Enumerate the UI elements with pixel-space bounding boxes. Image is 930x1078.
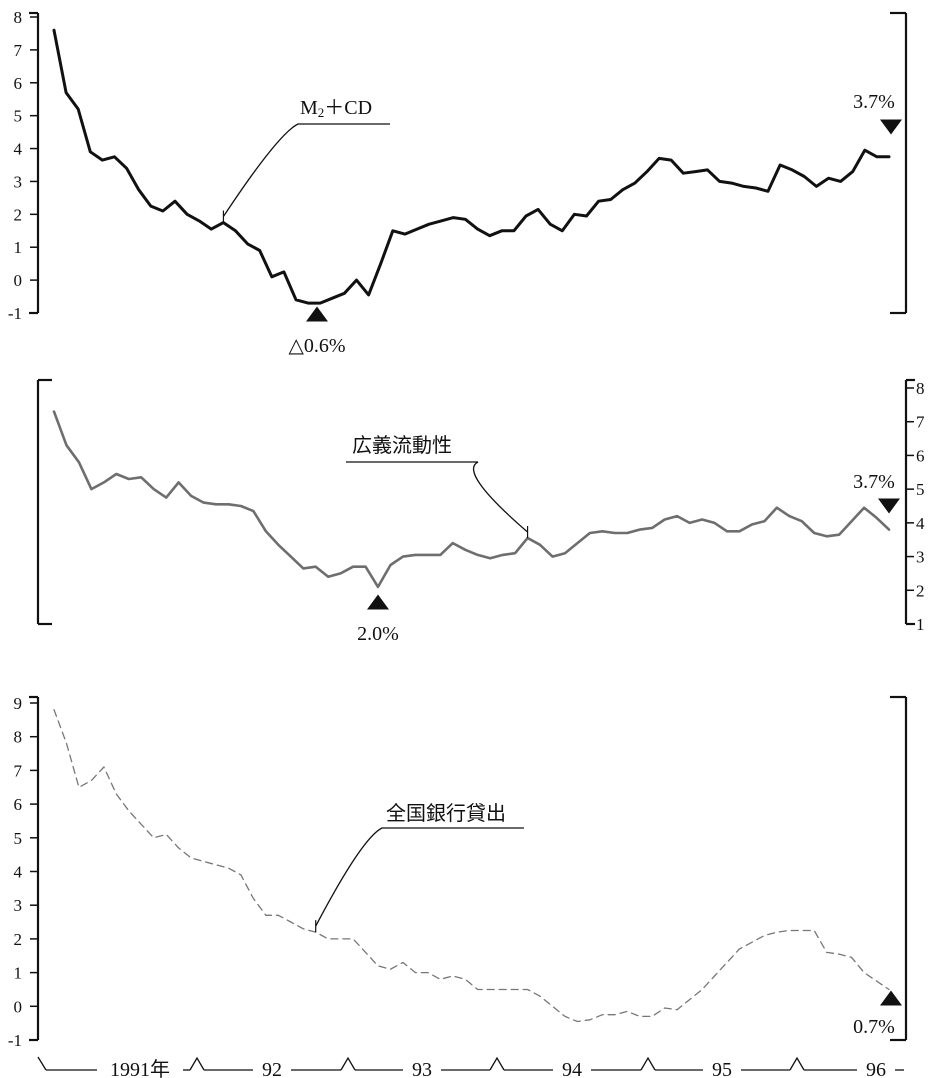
min-label-liquidity: 2.0% [357,623,399,645]
y-tick-label: 8 [14,728,23,747]
y-tick-label: 7 [14,41,23,60]
y-tick-label: 8 [916,379,925,398]
panel-liquidity-frame [36,378,915,626]
y-tick-label: 4 [916,514,925,533]
series-label-liquidity: 広義流動性 [352,434,452,457]
x-tick-label: 96 [866,1059,886,1078]
series-line [52,28,891,305]
y-tick-label: 1 [14,964,23,983]
y-tick-label: 3 [916,548,925,567]
y-tick-label: 7 [14,761,23,780]
tick-labels: -1 0 1 2 3 4 5 6 7 8 1 2 3 4 5 6 7 8 -1 0 1 2 3 4 5 6 7 8 9 [8,8,925,1050]
x-year-separator [489,1056,505,1071]
end-marker-loans [880,990,902,1006]
y-tick-label: 4 [14,863,23,882]
loans-leader [315,827,524,927]
y-tick-label: 2 [916,581,925,600]
end-marker-m2 [880,119,902,135]
y-tick-label: 5 [14,829,23,848]
y-tick-label: 1 [14,238,23,257]
y-tick-label: 3 [14,896,23,915]
end-label-loans: 0.7% [853,1016,895,1038]
x-year-separator [789,1056,805,1071]
panel-loans-frame [29,695,908,1042]
y-tick-label: 0 [14,271,23,290]
panel-m2-frame [29,11,908,315]
y-tick-label: 5 [916,480,925,499]
markers [306,119,902,1006]
end-label-liquidity: 3.7% [853,471,895,493]
y-tick-label: 8 [14,8,23,27]
y-tick-label: 9 [14,694,23,713]
min-marker-liquidity [367,594,389,610]
x-tick-label: 1991年 [110,1058,170,1078]
series-label-loans: 全国銀行貸出 [386,802,506,825]
x-axis: 1991年 92 93 94 95 96 [37,1056,904,1078]
x-year-separator [640,1056,656,1071]
y-tick-label: 2 [14,205,23,224]
x-tick-label: 94 [562,1059,582,1078]
x-axis-start [37,1056,47,1071]
end-marker-liquidity [878,498,900,514]
y-tick-label: 6 [916,446,925,465]
y-tick-label: 7 [916,413,925,432]
series-line [52,410,891,589]
liquidity-leader [346,461,529,533]
y-tick-label: 6 [14,795,23,814]
y-tick-label: 1 [916,615,925,634]
x-tick-label: 92 [262,1059,282,1078]
x-tick-label: 93 [412,1059,432,1078]
y-tick-label: 6 [14,74,23,93]
min-marker-m2 [306,306,328,322]
series-label-m2: M2＋CD [300,97,372,120]
annotations: M2＋CD △0.6% 3.7% 広義流動性 2.0% 3.7% 全国銀行貸出 0.7% [222,91,895,1038]
y-tick-label: 4 [14,140,23,159]
x-year-separator [340,1056,356,1071]
x-year-separator [189,1056,205,1071]
series-lines [52,28,891,1023]
y-tick-label: 3 [14,172,23,191]
y-tick-label: 2 [14,930,23,949]
y-tick-label: -1 [8,304,22,323]
series-line [53,709,890,1023]
m2-leader [222,123,390,217]
x-tick-label: 95 [712,1059,732,1078]
y-tick-label: 0 [14,997,23,1016]
y-tick-label: -1 [8,1031,22,1050]
end-label-m2: 3.7% [853,91,895,113]
y-tick-label: 5 [14,107,23,126]
min-label-m2: △0.6% [288,335,345,357]
